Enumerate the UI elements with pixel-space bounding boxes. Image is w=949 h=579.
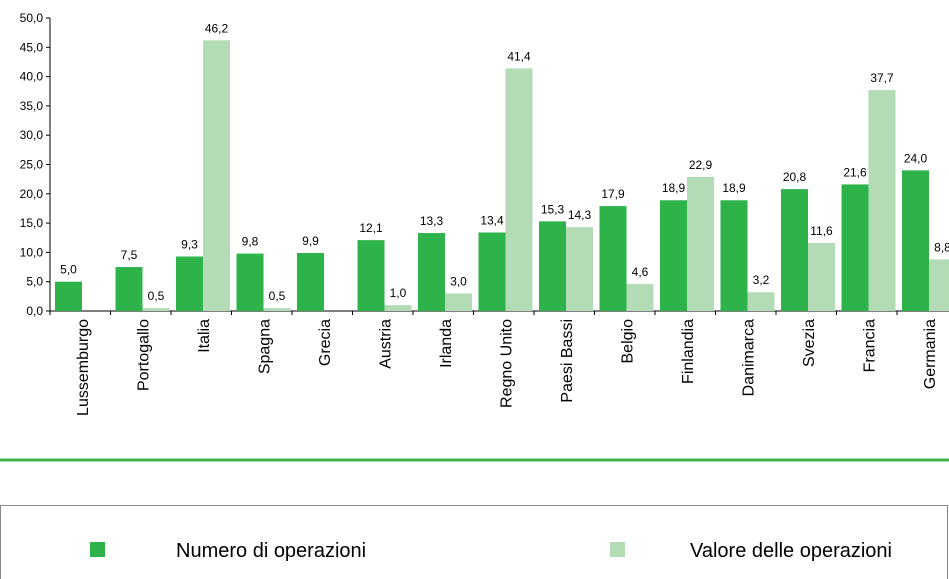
- value-label: 17,9: [601, 187, 625, 201]
- value-label: 3,0: [450, 274, 467, 288]
- bar: [203, 40, 230, 311]
- bar: [539, 221, 566, 311]
- y-tick-label: 50,0: [20, 11, 44, 25]
- bar: [599, 206, 627, 311]
- value-label: 5,0: [60, 263, 77, 277]
- value-label: 12,1: [359, 221, 383, 235]
- bar: [626, 284, 654, 311]
- bar: [445, 293, 472, 311]
- bar: [478, 232, 506, 311]
- value-label: 14,3: [568, 208, 592, 222]
- bar: [841, 184, 869, 311]
- bar: [781, 189, 808, 311]
- bar: [142, 308, 170, 311]
- value-label: 20,8: [783, 170, 807, 184]
- value-label: 41,4: [507, 49, 531, 63]
- value-label: 0,5: [269, 289, 286, 303]
- value-label: 24,0: [904, 151, 928, 165]
- x-tick-label: Lussemburgo: [75, 319, 92, 416]
- bar: [747, 292, 775, 311]
- y-tick-label: 30,0: [20, 128, 44, 142]
- bar: [687, 176, 714, 311]
- bar: [263, 308, 291, 311]
- x-tick-label: Danimarca: [741, 319, 758, 396]
- x-tick-label: Grecia: [317, 319, 334, 366]
- legend-box: [0, 505, 948, 579]
- bar: [929, 259, 949, 311]
- bar: [660, 200, 687, 311]
- value-label: 0,5: [148, 289, 165, 303]
- x-tick-label: Italia: [196, 319, 213, 353]
- x-tick-label: Regno Unito: [499, 319, 516, 408]
- bar: [720, 200, 748, 311]
- value-label: 3,2: [753, 273, 770, 287]
- value-label: 7,5: [121, 248, 138, 262]
- x-tick-label: Francia: [862, 319, 879, 372]
- y-tick-label: 35,0: [20, 99, 44, 113]
- value-label: 9,3: [181, 238, 198, 252]
- value-label: 9,8: [242, 235, 259, 249]
- bar: [297, 252, 324, 311]
- value-label: 9,9: [302, 234, 319, 248]
- value-label: 1,0: [390, 286, 407, 300]
- x-tick-label: Svezia: [801, 319, 818, 367]
- bar: [566, 227, 593, 311]
- legend-label: Numero di operazioni: [176, 540, 366, 562]
- x-tick-label: Belgio: [620, 319, 637, 364]
- x-tick-label: Germania: [922, 319, 939, 389]
- y-tick-label: 25,0: [20, 158, 44, 172]
- bar: [505, 68, 533, 312]
- bar: [902, 170, 929, 311]
- value-label: 13,4: [480, 213, 504, 227]
- value-label: 18,9: [722, 181, 746, 195]
- x-tick-label: Finlandia: [680, 319, 697, 384]
- value-label: 11,6: [810, 224, 833, 238]
- y-tick-label: 5,0: [26, 275, 43, 289]
- y-tick-label: 40,0: [20, 70, 44, 84]
- value-label: 46,2: [205, 21, 229, 35]
- y-tick-label: 45,0: [20, 40, 44, 54]
- x-tick-label: Paesi Bassi: [559, 319, 576, 403]
- value-label: 22,9: [689, 158, 713, 172]
- x-tick-label: Portogallo: [136, 319, 153, 391]
- legend-swatch: [90, 542, 105, 557]
- x-tick-label: Austria: [378, 319, 395, 369]
- bar: [115, 267, 143, 311]
- value-label: 8,8: [934, 240, 949, 254]
- y-tick-label: 20,0: [20, 187, 44, 201]
- value-label: 15,3: [541, 202, 565, 216]
- bar: [176, 256, 203, 311]
- legend-swatch: [610, 542, 625, 557]
- bar: [868, 90, 896, 311]
- bar: [357, 240, 385, 311]
- value-label: 37,7: [870, 71, 894, 85]
- bar: [55, 281, 82, 311]
- value-label: 4,6: [632, 265, 649, 279]
- value-label: 18,9: [662, 181, 686, 195]
- bar: [808, 243, 835, 311]
- legend-label: Valore delle operazioni: [690, 540, 892, 562]
- bar: [384, 305, 412, 311]
- y-tick-label: 10,0: [20, 245, 44, 259]
- x-tick-label: Spagna: [257, 319, 274, 374]
- bar: [236, 253, 264, 311]
- value-label: 21,6: [843, 165, 867, 179]
- x-tick-label: Irlanda: [438, 319, 455, 368]
- value-label: 13,3: [420, 214, 444, 228]
- y-tick-label: 15,0: [20, 216, 44, 230]
- y-tick-label: 0,0: [26, 304, 43, 318]
- bar: [418, 233, 445, 311]
